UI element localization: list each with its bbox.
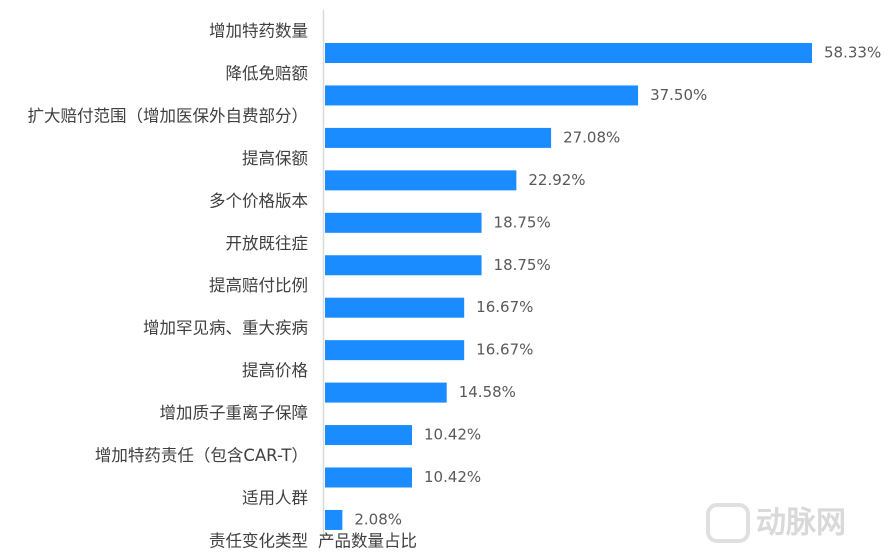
bar (325, 340, 465, 361)
bar (325, 467, 412, 488)
category-label: 适用人群 (242, 488, 308, 507)
category-label: 提高价格 (242, 361, 309, 380)
category-label: 降低免赔额 (226, 64, 309, 83)
value-label: 10.42% (424, 468, 481, 486)
bar (325, 43, 812, 63)
category-label: 多个价格版本 (209, 191, 308, 210)
y-axis-title: 责任变化类型 (209, 532, 308, 551)
value-label: 22.92% (528, 171, 585, 189)
value-label: 18.75% (494, 213, 551, 231)
category-label: 增加特药数量 (209, 22, 308, 41)
bar (325, 85, 639, 106)
category-label: 增加罕见病、重大疾病 (143, 319, 308, 338)
category-label: 扩大赔付范围（增加医保外自费部分） (28, 106, 309, 125)
value-label: 16.67% (476, 341, 533, 359)
bar (325, 297, 465, 318)
watermark: 动脉网 (756, 506, 846, 541)
category-label: 增加质子重离子保障 (160, 404, 309, 423)
x-axis-title: 产品数量占比 (318, 532, 417, 551)
bar (325, 212, 482, 233)
category-label: 提高保额 (242, 149, 309, 168)
category-label: 开放既往症 (226, 234, 309, 253)
value-label: 18.75% (494, 256, 551, 274)
value-label: 37.50% (650, 86, 707, 104)
value-label: 16.67% (476, 298, 533, 316)
value-label: 58.33% (824, 44, 881, 62)
category-label: 提高赔付比例 (209, 276, 308, 295)
value-label: 27.08% (563, 128, 620, 146)
bar (325, 382, 447, 403)
bar (325, 255, 482, 276)
value-label: 10.42% (424, 426, 481, 444)
bar (325, 509, 343, 530)
category-label: 增加特药责任（包含CAR-T） (95, 446, 308, 465)
value-label: 2.08% (354, 510, 402, 528)
bar (325, 170, 517, 191)
value-label: 14.58% (459, 383, 516, 401)
bar (325, 425, 412, 446)
bar (325, 127, 552, 148)
watermark-logo: 动脉网 (706, 503, 846, 543)
